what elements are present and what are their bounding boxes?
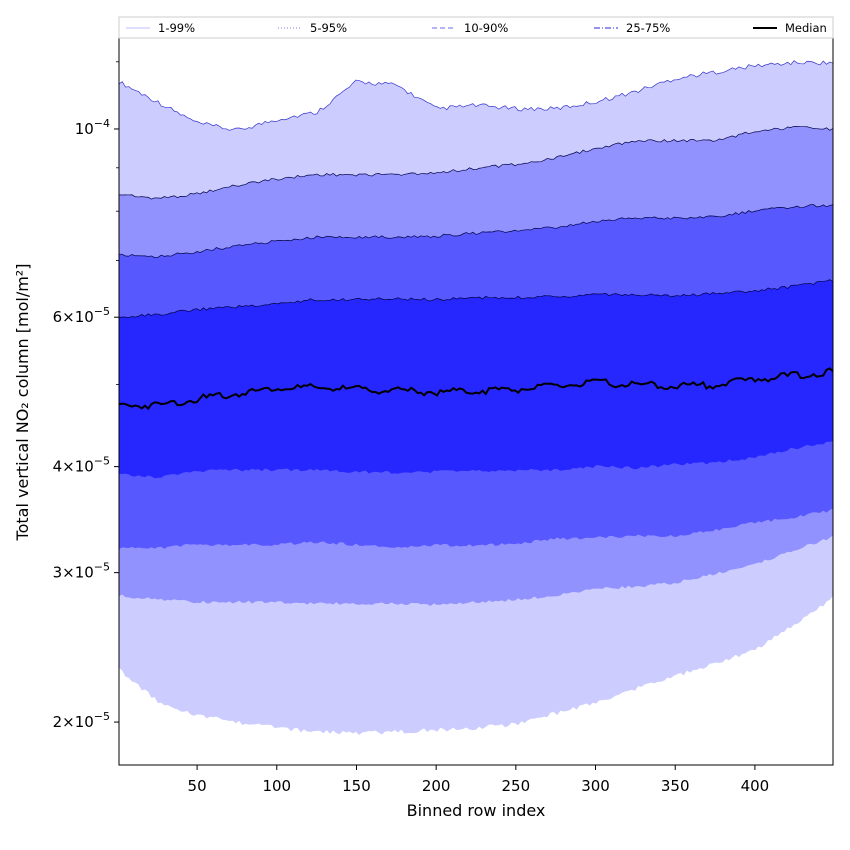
x-axis-label: Binned row index bbox=[407, 801, 546, 820]
x-tick-label: 100 bbox=[262, 777, 291, 795]
legend-label: Median bbox=[785, 21, 827, 35]
x-tick-label: 400 bbox=[741, 777, 770, 795]
band-edge-5-95% bbox=[119, 125, 833, 200]
y-tick-label: 3×10−5 bbox=[53, 561, 110, 582]
median-line bbox=[119, 367, 833, 411]
x-tick-label: 200 bbox=[422, 777, 451, 795]
band-edge-10-90% bbox=[119, 204, 833, 258]
x-tick-label: 350 bbox=[661, 777, 690, 795]
legend-label: 25-75% bbox=[626, 21, 670, 35]
band-edge-25-75% bbox=[119, 279, 833, 318]
legend-label: 10-90% bbox=[464, 21, 508, 35]
band-25-75% bbox=[119, 279, 833, 479]
legend-label: 5-95% bbox=[310, 21, 347, 35]
legend-label: 1-99% bbox=[158, 21, 195, 35]
x-tick-label: 50 bbox=[188, 777, 207, 795]
median-group bbox=[119, 367, 833, 411]
legend: 1-99% 5-95% 10-90% 25-75% Median bbox=[118, 16, 834, 39]
x-axis: 50 100 150 200 250 300 350 400 bbox=[188, 765, 770, 795]
y-axis: 2×10−53×10−54×10−56×10−510−4 bbox=[53, 61, 119, 731]
legend-box bbox=[118, 16, 834, 39]
x-tick-label: 250 bbox=[502, 777, 531, 795]
bands-group bbox=[119, 60, 833, 736]
band-edge-1-99% bbox=[119, 60, 833, 131]
x-tick-label: 300 bbox=[581, 777, 610, 795]
x-tick-label: 150 bbox=[342, 777, 371, 795]
y-axis-label: Total vertical NO₂ column [mol/m²] bbox=[13, 264, 32, 542]
